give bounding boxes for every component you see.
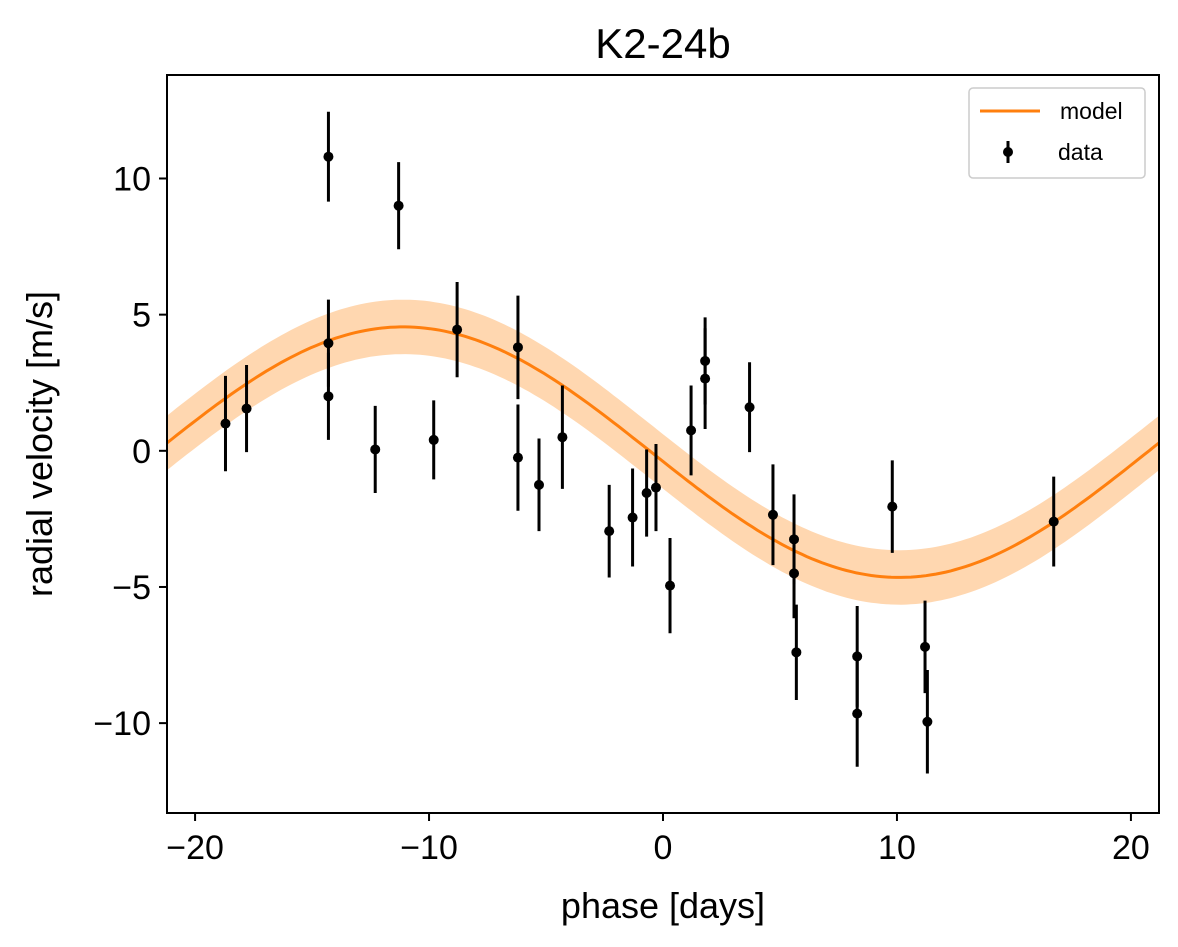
y-tick-label: 5 [132,297,151,335]
data-point [220,375,231,472]
data-point [700,317,711,405]
data-point [241,365,252,453]
data-marker [512,452,523,463]
data-marker [641,488,652,499]
data-marker [852,651,863,662]
x-tick-label: 10 [878,829,916,867]
x-tick-label: −10 [400,829,458,867]
chart-title: K2-24b [595,20,730,67]
data-marker [393,200,404,211]
data-point [512,295,523,400]
y-axis: −10 −5 0 5 10 [93,160,167,743]
data-marker [428,434,439,445]
y-tick-label: −5 [112,569,151,607]
data-marker [767,509,778,520]
data-marker [534,479,544,490]
data-point [791,604,802,700]
legend-model-label: model [1060,98,1123,124]
data-point [686,385,697,476]
data-marker [604,526,615,537]
data-marker [241,403,252,414]
plot-area [167,111,1159,774]
data-marker [512,342,523,353]
y-tick-label: −10 [93,705,151,743]
data-marker [627,512,638,523]
data-marker [920,641,931,652]
data-marker [323,391,334,402]
data-point [789,528,800,619]
data-point [641,449,652,537]
data-point [557,385,568,489]
data-marker [370,444,381,455]
data-marker [852,708,863,719]
legend-data-label: data [1058,139,1103,165]
data-marker [452,324,463,335]
data-marker [922,716,933,727]
data-point [922,670,933,774]
data-marker [791,647,802,658]
data-point [852,660,863,767]
x-tick-label: 0 [654,829,673,867]
x-tick-label: 20 [1112,829,1150,867]
data-marker [665,580,676,591]
data-marker [789,568,800,579]
data-point [452,281,463,378]
data-point [1048,476,1059,567]
data-point [370,405,381,494]
data-marker [686,425,697,436]
x-axis-label: phase [days] [561,885,765,926]
x-tick-label: −20 [166,829,224,867]
data-marker [323,151,334,162]
model-line [167,325,1159,579]
x-axis: −20 −10 0 10 20 [166,813,1150,867]
data-point [512,404,523,511]
data-point [627,468,638,567]
data-point [323,111,334,202]
data-point [665,537,676,634]
data-marker [557,432,568,443]
data-point [650,444,661,532]
data-point [920,600,931,694]
y-tick-label: 10 [113,160,151,198]
data-marker [220,418,231,429]
data-marker [744,402,755,413]
data-marker [887,501,898,512]
data-point [323,352,334,440]
y-axis-label: radial velocity [m/s] [19,291,60,597]
data-point [887,460,898,553]
data-marker [700,355,711,366]
legend: model data [968,87,1146,179]
data-point [604,484,615,578]
data-marker [1048,516,1059,527]
data-marker [323,338,334,349]
data-point [534,438,544,532]
legend-data-marker [1003,147,1013,157]
data-point [393,162,404,250]
data-marker [650,482,661,493]
model-uncertainty-band [167,299,1159,605]
data-point [767,464,778,566]
data-point [428,400,439,480]
y-tick-label: 0 [132,433,151,471]
data-point [744,362,755,453]
